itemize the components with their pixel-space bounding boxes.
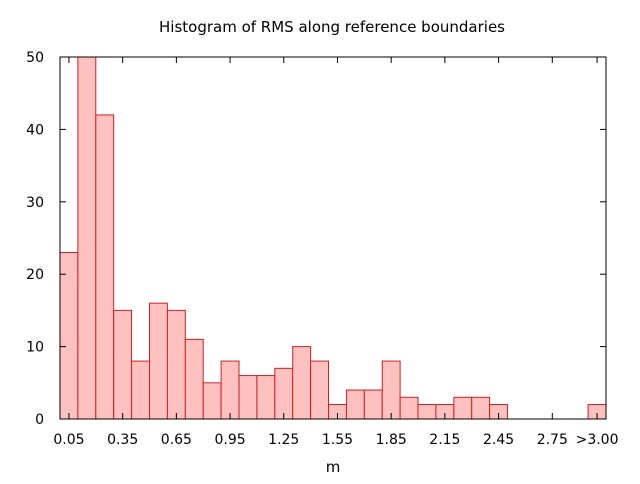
histogram-bar-0 [59,251,79,420]
x-tick-label: 0.05 [53,432,84,448]
plot-area-frame [59,56,607,420]
histogram-bar-17 [363,389,383,420]
x-tick-label: >3.00 [576,432,619,448]
x-tick-label: 1.55 [322,432,353,448]
x-tick-label: 2.15 [429,432,460,448]
y-tick-label: 20 [26,267,44,283]
x-tick-label: 0.65 [161,432,192,448]
histogram-bar-7 [184,338,204,420]
x-tick-label: 0.95 [214,432,245,448]
histogram-bar-2 [95,114,115,420]
chart-title: Histogram of RMS along reference boundar… [159,18,505,36]
histogram-bar-3 [113,309,133,420]
histogram-bar-9 [220,360,240,420]
y-tick-label: 10 [26,340,44,356]
histogram-bar-10 [238,375,258,420]
histogram-bar-19 [399,396,419,420]
histogram-bar-1 [77,56,97,420]
histogram-bar-5 [149,302,168,420]
ticks-layer: 0 10 20 30 40 50 0.05 0.35 0.65 0.95 1.25 1.55 1.85 2… [26,50,618,448]
histogram-bar-22 [453,396,473,420]
x-tick-label: 1.85 [376,432,407,448]
histogram-bar-11 [256,375,276,420]
histogram-bar-12 [274,367,294,420]
histogram-bar-6 [166,309,186,420]
histogram-bar-13 [292,346,312,420]
y-tick-label: 50 [26,50,44,66]
x-tick-label: 1.25 [268,432,299,448]
x-tick-label: 2.75 [537,432,568,448]
histogram-bar-20 [417,404,437,420]
bars-layer [59,56,607,420]
y-tick-label: 30 [26,195,44,211]
histogram-bar-16 [345,389,365,420]
histogram-bar-23 [471,396,491,420]
y-tick-label: 40 [26,122,44,138]
x-axis-label: m [326,458,341,476]
histogram-bar-4 [131,360,151,420]
y-tick-label: 0 [35,412,44,428]
histogram-bar-8 [202,382,222,420]
x-tick-label: 0.35 [107,432,138,448]
histogram-bar-14 [310,360,330,420]
x-tick-label: 2.45 [483,432,514,448]
histogram-bar-18 [381,360,401,420]
